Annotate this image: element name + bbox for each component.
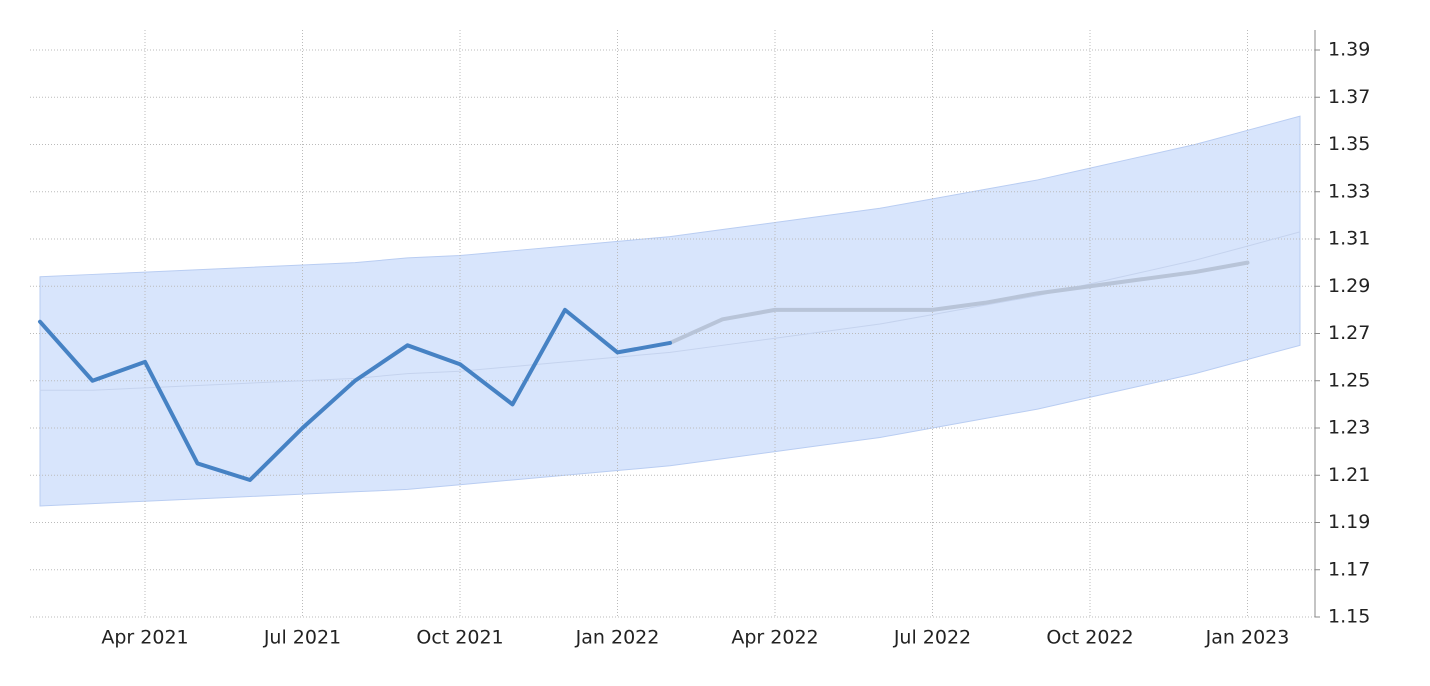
y-tick-label: 1.17 <box>1328 558 1370 580</box>
y-tick-label: 1.39 <box>1328 39 1370 61</box>
y-tick-label: 1.37 <box>1328 86 1370 108</box>
y-tick-label: 1.27 <box>1328 322 1370 344</box>
x-tick-label: Apr 2022 <box>731 627 818 649</box>
y-tick-label: 1.35 <box>1328 133 1370 155</box>
y-tick-label: 1.21 <box>1328 464 1370 486</box>
line <box>668 260 1250 345</box>
x-tick-label: Oct 2021 <box>416 627 503 649</box>
y-tick-label: 1.19 <box>1328 511 1370 533</box>
x-tick-label: Jul 2021 <box>263 627 341 649</box>
y-tick-label: 1.31 <box>1328 228 1370 250</box>
x-tick-label: Jan 2023 <box>1205 627 1290 649</box>
x-tick-label: Jan 2022 <box>575 627 660 649</box>
y-tick-label: 1.15 <box>1328 606 1370 628</box>
x-tick-label: Apr 2021 <box>101 627 188 649</box>
line <box>38 307 672 482</box>
y-tick-label: 1.23 <box>1328 417 1370 439</box>
x-tick-label: Oct 2022 <box>1046 627 1133 649</box>
y-tick-label: 1.25 <box>1328 369 1370 391</box>
y-tick-label: 1.29 <box>1328 275 1370 297</box>
line <box>39 231 1301 391</box>
y-tick-label: 1.33 <box>1328 180 1370 202</box>
x-tick-label: Jul 2022 <box>893 627 971 649</box>
forecast-band <box>39 115 1301 507</box>
